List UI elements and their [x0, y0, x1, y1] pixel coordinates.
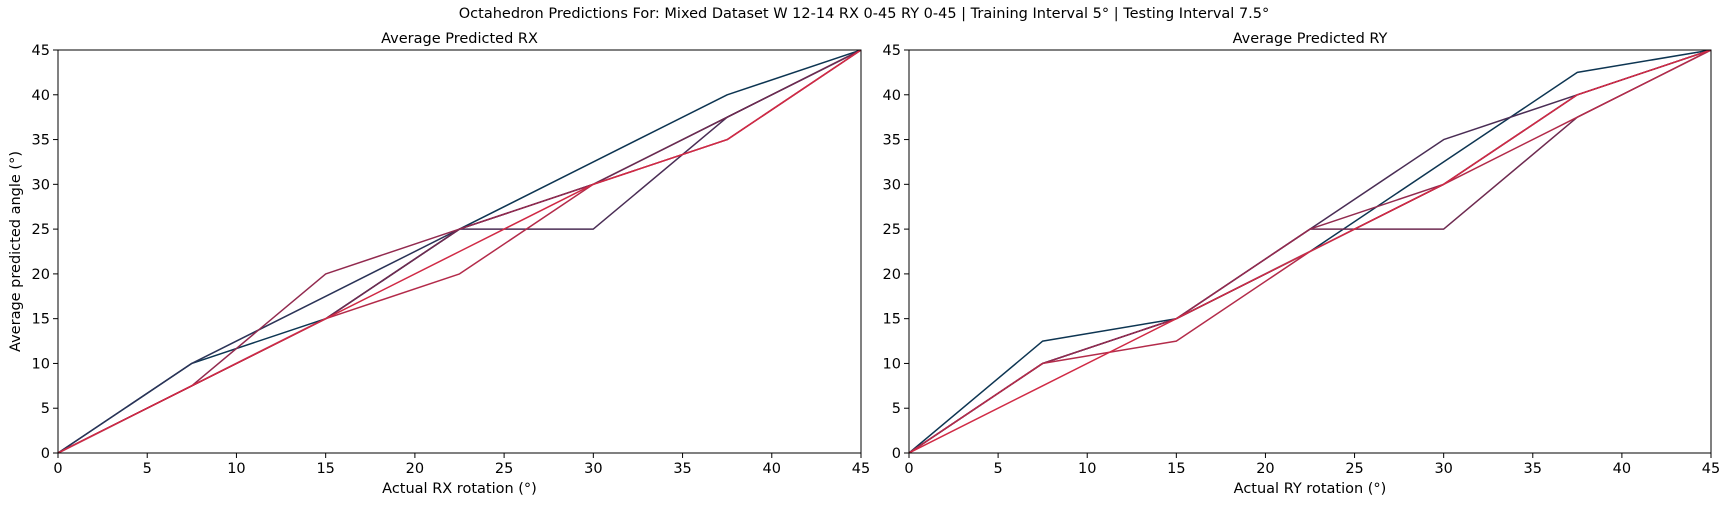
- y-tick-label: 40: [883, 88, 901, 104]
- y-tick-label: 30: [32, 177, 50, 193]
- y-tick-label: 20: [883, 267, 901, 283]
- y-tick-label: 5: [41, 401, 50, 417]
- y-tick-label: 0: [41, 446, 50, 462]
- x-tick-label: 0: [53, 461, 62, 477]
- figure-title: Octahedron Predictions For: Mixed Datase…: [458, 6, 1270, 22]
- x-tick-label: 45: [1702, 461, 1720, 477]
- x-tick-label: 10: [1078, 461, 1096, 477]
- y-tick-label: 40: [32, 88, 50, 104]
- panel-title: Average Predicted RX: [381, 31, 538, 47]
- y-tick-label: 25: [883, 222, 901, 238]
- y-tick-label: 15: [32, 312, 50, 328]
- y-tick-label: 20: [32, 267, 50, 283]
- y-tick-label: 45: [883, 43, 901, 59]
- series-group: [58, 50, 861, 453]
- y-tick-label: 35: [32, 133, 50, 149]
- x-tick-label: 15: [1167, 461, 1185, 477]
- y-tick-label: 30: [883, 177, 901, 193]
- y-tick-label: 35: [883, 133, 901, 149]
- axes-frame: [908, 49, 1712, 454]
- x-tick-label: 35: [673, 461, 691, 477]
- x-tick-label: 5: [993, 461, 1002, 477]
- x-tick-label: 15: [316, 461, 334, 477]
- series-line-7: [909, 50, 1711, 453]
- x-tick-label: 25: [495, 461, 513, 477]
- x-tick-label: 45: [852, 461, 870, 477]
- y-axis-label: Average predicted angle (°): [8, 151, 24, 352]
- series-group: [909, 50, 1711, 453]
- x-tick-label: 20: [406, 461, 424, 477]
- x-axis-label: Actual RX rotation (°): [382, 481, 537, 497]
- y-tick-label: 15: [883, 312, 901, 328]
- y-tick-label: 5: [892, 401, 901, 417]
- x-tick-label: 20: [1256, 461, 1274, 477]
- y-tick-label: 10: [883, 356, 901, 372]
- x-axis-label: Actual RY rotation (°): [1234, 481, 1387, 497]
- y-tick-label: 25: [32, 222, 50, 238]
- x-tick-label: 40: [1613, 461, 1631, 477]
- axes-frame: [57, 49, 862, 454]
- y-tick-label: 45: [32, 43, 50, 59]
- series-line-7: [58, 50, 861, 453]
- x-tick-label: 5: [143, 461, 152, 477]
- x-tick-label: 25: [1345, 461, 1363, 477]
- chart-panel-1: 0 5 10 15 20 25 30 35 40 45 0 5 10 15 20 25 30 35 40 45 Aver…: [8, 31, 870, 497]
- x-tick-label: 35: [1524, 461, 1542, 477]
- x-tick-label: 30: [1434, 461, 1452, 477]
- x-tick-label: 0: [904, 461, 913, 477]
- x-tick-label: 30: [584, 461, 602, 477]
- x-tick-label: 40: [763, 461, 781, 477]
- y-tick-label: 0: [892, 446, 901, 462]
- y-tick-label: 10: [32, 356, 50, 372]
- chart-panel-2: 0 5 10 15 20 25 30 35 40 45 0 5 10 15 20 25 30 35 40 45 Aver…: [883, 31, 1721, 497]
- x-tick-label: 10: [227, 461, 245, 477]
- panel-title: Average Predicted RY: [1233, 31, 1388, 47]
